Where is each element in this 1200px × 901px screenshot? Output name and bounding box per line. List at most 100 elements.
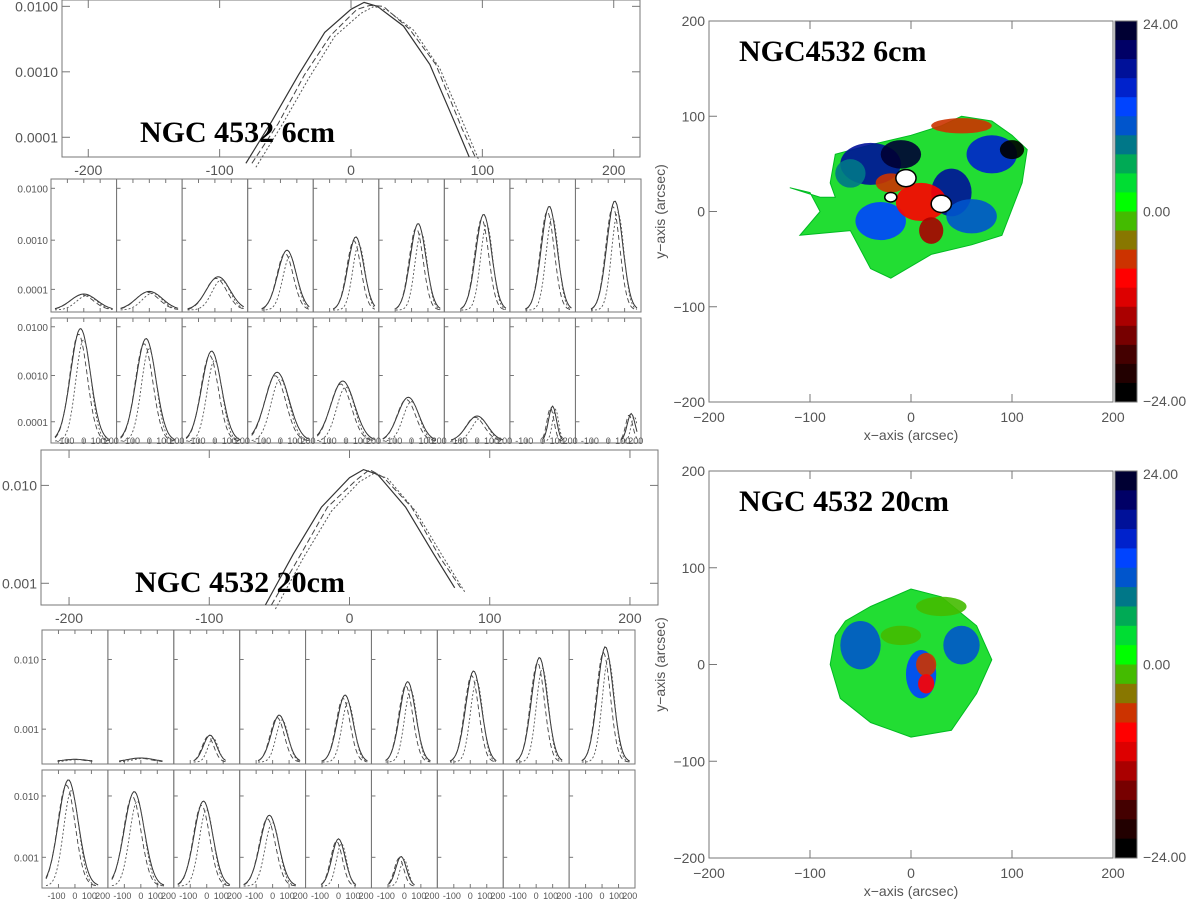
x-tick-label: -200 (74, 162, 102, 178)
colorbar-label: −24.00 (1143, 393, 1186, 409)
profile-6cm-grid-row-2: 0.0100 0.0010 0.0001 (17, 317, 642, 444)
profile-curve (388, 856, 415, 886)
colorbar-segment (1115, 192, 1137, 212)
model-curve-dashed (449, 674, 497, 763)
x-tick-label: -100 (581, 436, 599, 446)
x-tick-label: 0 (907, 865, 915, 881)
x-tick-label: -100 (377, 891, 395, 901)
x-tick-label: 100 (411, 891, 426, 901)
x-tick-label: -100 (245, 891, 263, 901)
x-tick-label: 100 (156, 436, 171, 446)
velocity-contour (946, 199, 997, 234)
model-curve-dashed (120, 291, 179, 310)
y-tick-label: 0.0010 (17, 372, 48, 383)
model-curve-dashed (382, 399, 437, 442)
colorbar-segment (1115, 703, 1137, 724)
colorbar-segment (1115, 363, 1137, 384)
model-curve-dashed (111, 795, 165, 887)
colorbar-label: −24.00 (1143, 849, 1186, 865)
x-tick-label: 200 (425, 891, 440, 901)
model-curve-dashed (620, 414, 638, 440)
x-tick-label: 0 (600, 891, 605, 901)
model-curve-dashed (187, 277, 244, 310)
model-curve-dashed (261, 252, 310, 310)
model-curve-dashed (525, 210, 572, 311)
y-axis-label: y−axis (arcsec) (652, 617, 668, 712)
model-curve-dotted (261, 255, 310, 311)
colorbar-segment (1115, 683, 1137, 704)
model-curve-dashed (581, 651, 630, 763)
profile-6cm-grid-row-1: 0.0100 0.0010 0.0001 (17, 178, 642, 313)
profile-6cm-main: -200 -100 0 100 200 0.0100 0.0010 0.0001 (15, 0, 641, 178)
model-curve-dotted (54, 295, 113, 311)
x-tick-label: 0 (468, 891, 473, 901)
subpanel-frame (509, 317, 576, 444)
velocity-contour (835, 159, 866, 188)
y-tick-label: 0.0100 (17, 323, 48, 334)
colorbar-segment (1115, 625, 1137, 646)
x-tick-label: −100 (794, 409, 826, 425)
profile-curve (264, 468, 456, 606)
y-tick-label: 0.0001 (17, 418, 48, 429)
colorbar-segment (1115, 645, 1137, 665)
subpanel-frame (568, 769, 636, 889)
colorbar-segment (1115, 287, 1137, 308)
x-tick-label: 100 (418, 436, 433, 446)
y-tick-label: −200 (673, 850, 705, 866)
velocity-contour (895, 182, 947, 222)
colorbar-segment (1115, 587, 1137, 607)
profile-curve (316, 380, 375, 440)
y-tick-label: −200 (673, 394, 705, 410)
x-tick-label: 100 (91, 436, 106, 446)
model-curve-dashed (270, 469, 462, 606)
model-curve-dashed (54, 294, 113, 310)
x-tick-label: 0 (72, 891, 77, 901)
subpanel-frame (502, 769, 570, 889)
x-tick-label: 200 (95, 891, 110, 901)
model-curve-dotted (120, 292, 179, 311)
x-axis-label: x−axis (arcsec) (864, 427, 959, 443)
x-tick-label: -100 (188, 436, 206, 446)
colorbar-segment (1115, 249, 1137, 270)
profile-curve (245, 1, 470, 164)
x-tick-label: 0 (147, 436, 152, 446)
x-tick-label: 0 (540, 436, 545, 446)
subpanel-frame (239, 769, 307, 889)
colorbar-frame (1114, 20, 1138, 403)
x-tick-label: 0 (534, 891, 539, 901)
x-tick-label: 100 (1000, 865, 1024, 881)
velocity-contour (880, 140, 922, 169)
subpanel-frame (41, 769, 109, 889)
model-curve-dotted (388, 858, 415, 887)
x-tick-label: -100 (575, 891, 593, 901)
profile-curve (382, 396, 437, 441)
y-tick-label: 0.001 (2, 575, 37, 591)
x-tick-label: -100 (56, 436, 74, 446)
model-curve-dotted (450, 679, 497, 763)
model-curve-dotted (193, 737, 226, 763)
subpanel-frame (181, 178, 249, 313)
colorbar-segment (1115, 306, 1137, 327)
x-tick-label: 200 (104, 436, 119, 446)
colorbar-segment (1115, 799, 1137, 820)
x-tick-label: 100 (214, 891, 229, 901)
profile-curve (620, 412, 638, 441)
x-tick-label: 100 (82, 891, 97, 901)
colorbar-segment (1115, 509, 1137, 530)
subpanel-frame (107, 629, 175, 765)
colorbar-segment (1115, 548, 1137, 569)
model-curve-dotted (177, 808, 230, 887)
x-tick-label: 0 (409, 436, 414, 446)
x-tick-label: 100 (615, 436, 630, 446)
data-gap (930, 194, 953, 214)
x-tick-label: -100 (384, 436, 402, 446)
x-tick-label: 100 (148, 891, 163, 901)
subpanel-frame (312, 317, 380, 444)
colorbar-segment (1115, 116, 1137, 136)
y-tick-label: −100 (673, 299, 705, 315)
profile-curve (45, 779, 99, 886)
profile-curve (525, 206, 572, 310)
x-tick-label: 0 (907, 409, 915, 425)
colorbar-label: 0.00 (1143, 204, 1170, 220)
